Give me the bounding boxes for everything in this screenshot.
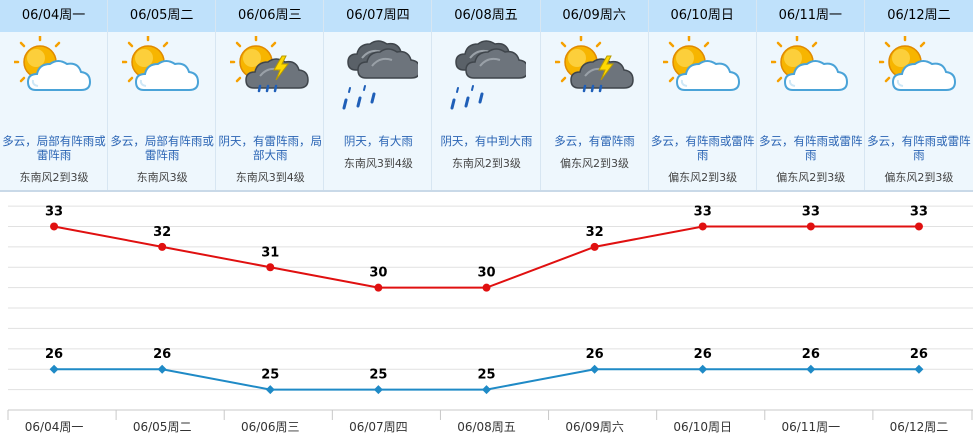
day-wind: 偏东风2到3级	[560, 157, 630, 170]
day-date: 06/05周二	[108, 0, 216, 32]
day-column: 06/04周一 多云，局部有阵雨或雷阵雨东南风2到3级	[0, 0, 109, 190]
low-temp-label: 26	[910, 347, 928, 362]
high-temp-label: 33	[45, 204, 63, 219]
high-temp-point	[590, 242, 599, 251]
x-tick-label: 06/05周二	[133, 420, 192, 434]
day-description: 多云，局部有阵雨或雷阵雨	[2, 134, 106, 162]
low-temp-point	[590, 364, 600, 374]
high-temp-label: 30	[369, 266, 387, 281]
day-description: 多云，有阵雨或雷阵雨	[650, 134, 755, 162]
day-description: 多云，有阵雨或雷阵雨	[759, 134, 863, 162]
low-temp-label: 26	[153, 347, 171, 362]
high-temp-point	[698, 222, 707, 231]
x-tick-label: 06/12周二	[890, 420, 949, 434]
day-date: 06/09周六	[540, 0, 648, 32]
day-date: 06/06周三	[216, 0, 324, 32]
high-temp-point	[50, 222, 59, 231]
day-wind: 东南风2到3级	[19, 171, 89, 184]
day-column: 06/06周三 阴天，有雷阵雨，局部大雨东南风3到4级	[216, 0, 325, 190]
low-temp-label: 26	[802, 347, 820, 362]
high-temp-point	[482, 283, 491, 292]
x-tick-label: 06/10周日	[673, 420, 732, 434]
forecast-strip: 06/04周一 多云，局部有阵雨或雷阵雨 东南风2到3级 06/05周二 多云，局部…	[0, 0, 973, 190]
thunder-shower-icon	[553, 34, 635, 110]
heavy-rain-icon	[446, 36, 530, 110]
high-temp-label: 33	[910, 204, 928, 219]
day-description: 阴天，有中到大雨	[440, 134, 533, 148]
low-temp-point	[806, 364, 816, 374]
partly-cloudy-icon	[769, 34, 851, 110]
high-temp-point	[158, 242, 167, 251]
day-column: 06/12周二 多云，有阵雨或雷阵雨偏东风2到3级	[864, 0, 973, 190]
day-wind: 东南风3到4级	[235, 171, 305, 184]
low-temp-point	[265, 385, 275, 395]
high-temp-point	[374, 283, 383, 292]
low-temp-point	[914, 364, 924, 374]
day-date: 06/04周一	[0, 0, 108, 32]
day-column: 06/05周二 多云，局部有阵雨或雷阵雨东南风3级	[108, 0, 217, 190]
low-temp-point	[698, 364, 708, 374]
partly-cloudy-icon	[877, 34, 959, 110]
day-description: 多云，有阵雨或雷阵雨	[867, 134, 971, 162]
heavy-rain-icon	[338, 36, 422, 110]
high-temp-point	[914, 222, 923, 231]
low-temp-point	[157, 364, 167, 374]
day-column: 06/07周四 阴天，有大雨 东南风3到4级	[324, 0, 433, 190]
partly-cloudy-icon	[12, 34, 94, 110]
day-column: 06/09周六 多云，有雷阵雨 偏东风2到3级	[540, 0, 649, 190]
day-date: 06/08周五	[432, 0, 540, 32]
low-temp-label: 25	[261, 368, 279, 383]
partly-cloudy-icon	[661, 34, 743, 110]
temperature-chart: 06/04周一 06/05周二 06/06周三 06/07周四 06/08周五 06/09…	[0, 192, 973, 437]
day-column: 06/11周一 多云，有阵雨或雷阵雨偏东风2到3级	[756, 0, 865, 190]
day-wind: 偏东风2到3级	[884, 171, 954, 184]
day-column: 06/10周日 多云，有阵雨或雷阵雨偏东风2到3级	[648, 0, 757, 190]
day-description: 多云，有雷阵雨	[554, 134, 635, 148]
divider	[0, 190, 973, 192]
low-temp-point	[482, 385, 491, 395]
high-temp-label: 32	[586, 225, 604, 240]
day-date: 06/11周一	[756, 0, 864, 32]
x-tick-label: 06/06周三	[241, 420, 300, 434]
day-wind: 偏东风2到3级	[668, 171, 738, 184]
day-wind: 东南风3到4级	[343, 157, 413, 170]
x-tick-label: 06/04周一	[25, 420, 84, 434]
day-date: 06/10周日	[648, 0, 756, 32]
thunder-shower-icon	[228, 34, 310, 110]
high-temp-label: 33	[694, 204, 712, 219]
day-date: 06/07周四	[324, 0, 432, 32]
low-temp-label: 26	[586, 347, 604, 362]
low-temp-point	[49, 364, 59, 374]
low-temp-label: 25	[477, 368, 495, 383]
high-temp-point	[266, 263, 275, 272]
low-temp-point	[373, 385, 383, 395]
low-temp-label: 25	[369, 368, 387, 383]
low-temp-label: 26	[45, 347, 63, 362]
high-temp-label: 30	[477, 266, 495, 281]
day-wind: 东南风3级	[136, 171, 188, 184]
x-tick-label: 06/11周一	[782, 420, 841, 434]
high-temp-label: 32	[153, 225, 171, 240]
x-tick-label: 06/09周六	[565, 420, 624, 434]
day-description: 阴天，有雷阵雨，局部大雨	[218, 134, 322, 162]
day-description: 阴天，有大雨	[343, 134, 413, 148]
x-tick-label: 06/08周五	[457, 420, 516, 434]
high-temp-point	[806, 222, 815, 231]
high-temp-label: 31	[261, 245, 279, 260]
x-tick-label: 06/07周四	[349, 420, 408, 434]
high-temp-label: 33	[802, 204, 820, 219]
day-wind: 东南风2到3级	[451, 157, 521, 170]
day-column: 06/08周五 阴天，有中到大雨 东南风2到3级	[432, 0, 541, 190]
day-date: 06/12周二	[864, 0, 973, 32]
partly-cloudy-icon	[120, 34, 202, 110]
day-description: 多云，局部有阵雨或雷阵雨	[110, 134, 214, 162]
day-wind: 偏东风2到3级	[776, 171, 846, 184]
low-temp-label: 26	[694, 347, 712, 362]
temperature-chart-svg: 06/04周一 06/05周二 06/06周三 06/07周四 06/08周五 06/09…	[7, 204, 973, 434]
